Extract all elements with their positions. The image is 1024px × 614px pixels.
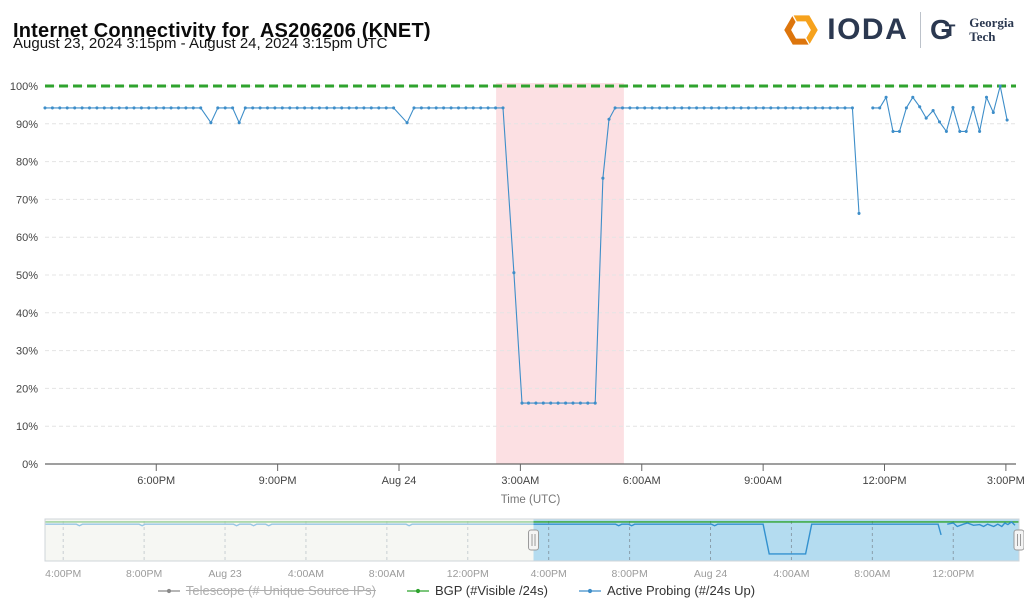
x-tick-label: 3:00AM — [501, 475, 539, 487]
legend-marker-icon — [578, 588, 601, 593]
legend-marker-icon — [157, 588, 180, 593]
x-tick-label: 6:00AM — [623, 475, 661, 487]
x-axis-title: Time (UTC) — [501, 494, 561, 506]
time-navigator[interactable]: 4:00PM 8:00PM Aug 23 4:00AM 8:00AM 12:00PM 4:0… — [0, 517, 1024, 583]
legend-label: Telescope (# Unique Source IPs) — [185, 583, 376, 598]
navigator-tick-label: 12:00PM — [932, 568, 974, 580]
y-tick-label: 90% — [16, 119, 38, 131]
y-tick-label: 10% — [16, 421, 38, 433]
x-tick-label: 9:00AM — [744, 475, 782, 487]
gt-text-tech: Tech — [969, 29, 996, 44]
brand-logos: IODA G T Georgia Tech — [782, 11, 1014, 49]
x-tick-label: 3:00PM — [987, 475, 1024, 487]
gt-mark-icon: G T — [930, 14, 956, 45]
navigator-tick-label: 8:00AM — [369, 568, 405, 580]
navigator-tick-label: 8:00PM — [126, 568, 162, 580]
navigator-tick-label: 12:00PM — [447, 568, 489, 580]
navigator-handle-right[interactable] — [1013, 529, 1024, 551]
y-tick-label: 60% — [16, 232, 38, 244]
legend-item-telescope[interactable]: Telescope (# Unique Source IPs) — [157, 583, 376, 598]
navigator-tick-label: 4:00AM — [773, 568, 809, 580]
navigator-tick-label: 4:00AM — [288, 568, 324, 580]
navigator-tick-label: 4:00PM — [531, 568, 567, 580]
page-title: Internet Connectivity for AS206206 (KNET… — [13, 20, 431, 43]
legend-marker-icon — [406, 588, 429, 593]
navigator-selected-range[interactable] — [533, 519, 1019, 561]
series-active-probing — [872, 85, 1008, 133]
y-tick-label: 100% — [10, 81, 38, 93]
ioda-wordmark: IODA — [827, 13, 909, 46]
series-active-probing — [45, 107, 860, 404]
x-tick-label: Aug 24 — [382, 475, 417, 487]
georgia-tech-logo: G T Georgia Tech — [930, 14, 1014, 46]
legend-label: Active Probing (#/24s Up) — [606, 583, 756, 598]
navigator-tick-label: Aug 24 — [694, 568, 727, 580]
navigator-tick-label: 4:00PM — [45, 568, 81, 580]
chart-legend: Telescope (# Unique Source IPs) BGP (#Vis… — [0, 583, 1024, 598]
y-tick-label: 30% — [16, 346, 38, 358]
connectivity-chart[interactable]: 0% 10% 20% 30% 40% 50% 60% 70% 80% 90% 100% 6:00PM 9… — [0, 72, 1024, 514]
y-tick-label: 50% — [16, 270, 38, 282]
x-tick-label: 9:00PM — [259, 475, 297, 487]
gt-text-georgia: Georgia — [969, 15, 1014, 31]
svg-text:G: G — [930, 14, 952, 45]
x-tick-label: 6:00PM — [137, 475, 175, 487]
y-tick-label: 80% — [16, 157, 38, 169]
navigator-tick-label: 8:00PM — [612, 568, 648, 580]
navigator-handle-left[interactable] — [528, 529, 540, 551]
outage-highlight-band — [496, 83, 624, 464]
y-tick-label: 40% — [16, 308, 38, 320]
navigator-series-active-probing — [947, 520, 1016, 528]
navigator-tick-label: Aug 23 — [208, 568, 241, 580]
legend-item-active-probing[interactable]: Active Probing (#/24s Up) — [578, 583, 755, 598]
legend-label: BGP (#Visible /24s) — [434, 583, 548, 598]
ioda-hexagon-icon — [782, 13, 820, 47]
navigator-tick-label: 8:00AM — [854, 568, 890, 580]
y-tick-label: 20% — [16, 383, 38, 395]
legend-item-bgp[interactable]: BGP (#Visible /24s) — [406, 583, 548, 598]
x-tick-label: 12:00PM — [862, 475, 906, 487]
y-tick-label: 0% — [22, 459, 38, 471]
date-range-subtitle: August 23, 2024 3:15pm - August 24, 2024… — [13, 35, 388, 52]
brand-divider — [920, 12, 922, 48]
svg-text:T: T — [945, 21, 956, 40]
y-tick-label: 70% — [16, 194, 38, 206]
